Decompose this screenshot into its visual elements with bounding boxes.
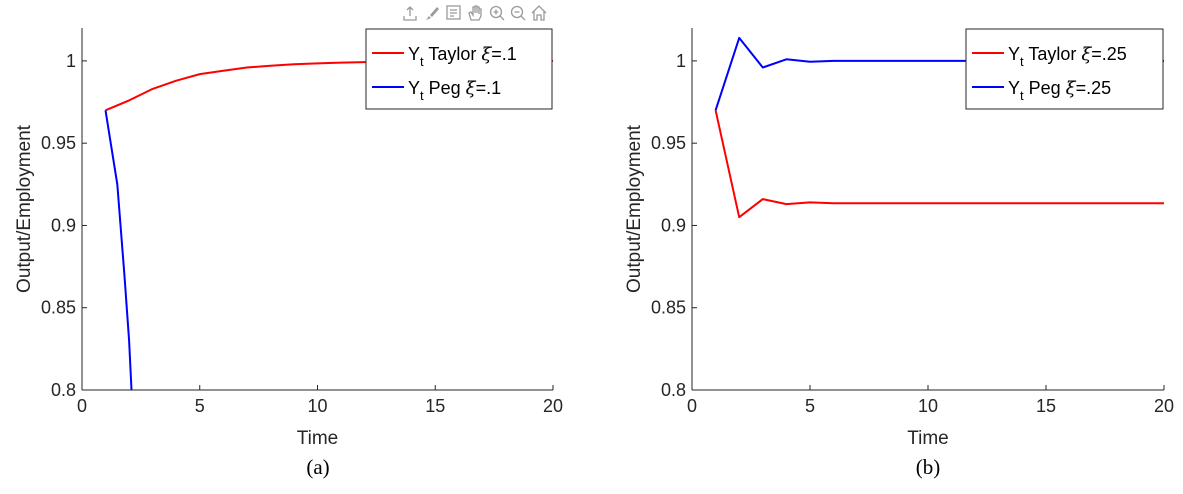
x-tick-label: 15 bbox=[425, 396, 445, 416]
x-tick-label: 0 bbox=[687, 396, 697, 416]
x-tick-label: 5 bbox=[195, 396, 205, 416]
legend-box bbox=[365, 28, 553, 110]
legend-entry: Yt Peg ξ=.25 bbox=[1008, 78, 1111, 103]
axes-toolbar bbox=[403, 5, 547, 21]
zoom-in-icon[interactable] bbox=[489, 5, 505, 21]
legend-box bbox=[965, 28, 1164, 110]
export-icon[interactable] bbox=[403, 6, 417, 21]
pan-hand-icon[interactable] bbox=[468, 5, 482, 21]
x-tick-label: 10 bbox=[307, 396, 327, 416]
y-tick-label: 1 bbox=[66, 51, 76, 71]
legend-entry: Yt Peg ξ=.1 bbox=[408, 78, 501, 103]
y-tick-label: 0.85 bbox=[41, 298, 76, 318]
y-axis-label: Output/Employment bbox=[624, 124, 645, 293]
x-tick-label: 0 bbox=[77, 396, 87, 416]
legend-entry: Yt Taylor ξ=.25 bbox=[1008, 44, 1127, 69]
y-tick-label: 0.85 bbox=[651, 298, 686, 318]
y-tick-label: 0.8 bbox=[661, 380, 686, 400]
y-tick-label: 0.8 bbox=[51, 380, 76, 400]
x-tick-label: 10 bbox=[918, 396, 938, 416]
ticks-layer: 0 5 10 15 20 0.8 0.85 0.9 0.95 1 bbox=[41, 51, 563, 416]
x-tick-label: 15 bbox=[1036, 396, 1056, 416]
y-tick-label: 0.95 bbox=[651, 133, 686, 153]
series-line-1 bbox=[104, 110, 133, 390]
x-axis-label: Time bbox=[297, 428, 339, 449]
ticks-layer: 0 5 10 15 20 0.8 0.85 0.9 0.95 1 bbox=[651, 51, 1174, 416]
x-axis-label: Time bbox=[907, 428, 949, 449]
legend[interactable]: Yt Taylor ξ=.25 Yt Peg ξ=.25 bbox=[965, 28, 1164, 110]
home-icon[interactable] bbox=[531, 5, 547, 21]
panel-caption: (a) bbox=[306, 455, 329, 479]
series-line-0 bbox=[714, 110, 1164, 219]
brush-icon[interactable] bbox=[426, 7, 439, 20]
panel-caption: (b) bbox=[916, 455, 941, 479]
y-tick-label: 0.9 bbox=[51, 215, 76, 235]
legend[interactable]: Yt Taylor ξ=.1 Yt Peg ξ=.1 bbox=[365, 28, 553, 110]
x-tick-label: 5 bbox=[805, 396, 815, 416]
legend-entry: Yt Taylor ξ=.1 bbox=[408, 44, 517, 69]
x-tick-label: 20 bbox=[543, 396, 563, 416]
chart-panel-a: 0 5 10 15 200.80.850.90.951 Yt Taylor ξ=.1Yt… bbox=[14, 28, 563, 479]
x-tick-label: 20 bbox=[1154, 396, 1174, 416]
zoom-out-icon[interactable] bbox=[510, 5, 526, 21]
y-tick-label: 0.95 bbox=[41, 133, 76, 153]
chart-panel-b: 0 5 10 15 200.80.850.90.951 Yt Taylor ξ=.25Y… bbox=[624, 28, 1174, 479]
y-tick-label: 1 bbox=[676, 51, 686, 71]
y-tick-label: 0.9 bbox=[661, 215, 686, 235]
datatip-icon[interactable] bbox=[446, 5, 461, 20]
series-layer bbox=[104, 59, 553, 390]
y-axis-label: Output/Employment bbox=[14, 124, 35, 293]
